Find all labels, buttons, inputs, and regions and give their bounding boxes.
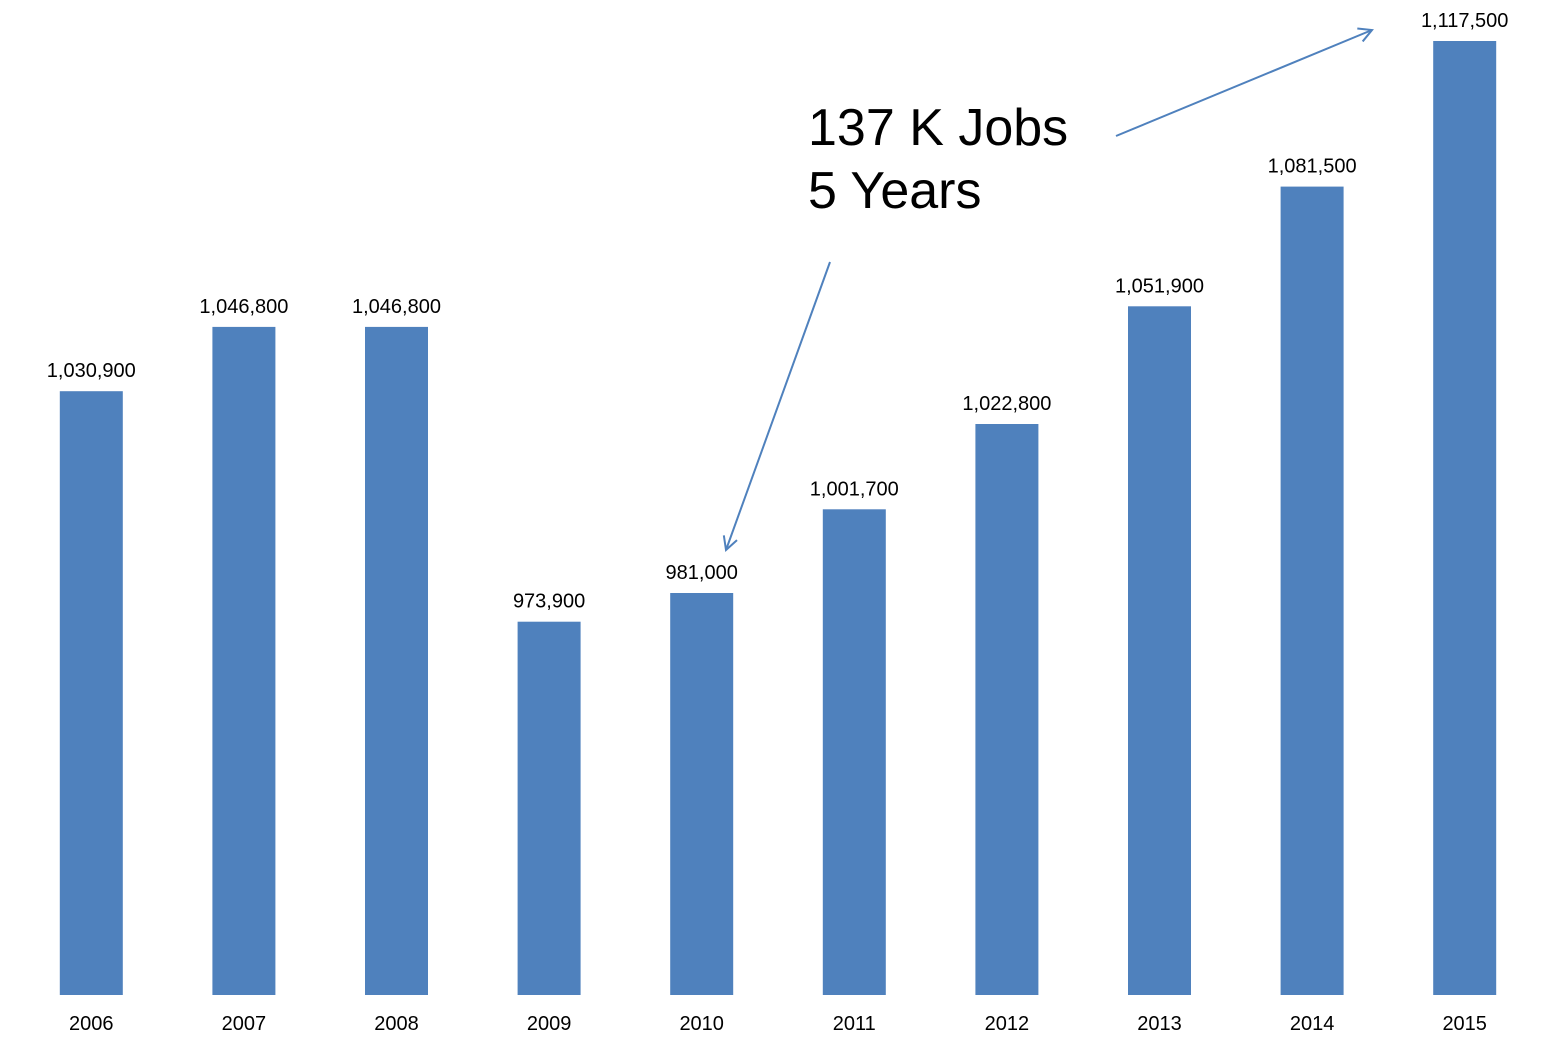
- annotation: 137 K Jobs 5 Years: [726, 30, 1372, 550]
- annotation-line-1: 137 K Jobs: [808, 99, 1068, 157]
- bar-2010: [670, 593, 734, 995]
- bar-2008: [365, 326, 428, 995]
- annotation-line-2: 5 Years: [808, 162, 982, 220]
- x-tick-label-2014: 2014: [1290, 1013, 1335, 1035]
- x-tick-label-2009: 2009: [527, 1013, 572, 1035]
- value-label-2010: 981,000: [666, 562, 738, 584]
- bar-2015: [1433, 41, 1497, 995]
- x-tick-label-2010: 2010: [679, 1013, 724, 1035]
- x-tick-label-2012: 2012: [985, 1013, 1030, 1035]
- x-axis-tick-labels: 2006 2007 2008 2009 2010 2011 2012 2013 2014 2015: [69, 1013, 1487, 1035]
- value-label-2015: 1,117,500: [1421, 10, 1509, 32]
- bar-2009: [517, 621, 581, 995]
- x-tick-label-2007: 2007: [222, 1013, 267, 1035]
- bar-2007: [212, 326, 276, 995]
- value-label-2007: 1,046,800: [199, 296, 288, 318]
- x-tick-label-2008: 2008: [374, 1013, 419, 1035]
- bar-2006: [59, 391, 123, 995]
- value-label-2013: 1,051,900: [1115, 275, 1204, 297]
- x-tick-label-2013: 2013: [1137, 1013, 1182, 1035]
- x-tick-label-2006: 2006: [69, 1013, 114, 1035]
- bar-series: [59, 41, 1497, 996]
- value-label-2011: 1,001,700: [810, 478, 899, 500]
- bar-2012: [975, 424, 1039, 995]
- annotation-arrow-to-2015: [1115, 30, 1372, 137]
- value-label-2006: 1,030,900: [47, 360, 136, 382]
- annotation-arrow-to-2010: [726, 261, 831, 550]
- bar-2014: [1280, 186, 1344, 996]
- value-label-2012: 1,022,800: [962, 393, 1051, 415]
- x-tick-label-2015: 2015: [1442, 1013, 1487, 1035]
- bar-2011: [822, 509, 886, 995]
- value-labels: 1,030,900 1,046,800 1,046,800 973,900 981,00…: [47, 10, 1509, 613]
- value-label-2008: 1,046,800: [352, 296, 441, 318]
- x-tick-label-2011: 2011: [833, 1013, 876, 1035]
- bar-2013: [1128, 306, 1191, 995]
- value-label-2014: 1,081,500: [1268, 156, 1357, 178]
- value-label-2009: 973,900: [513, 591, 585, 613]
